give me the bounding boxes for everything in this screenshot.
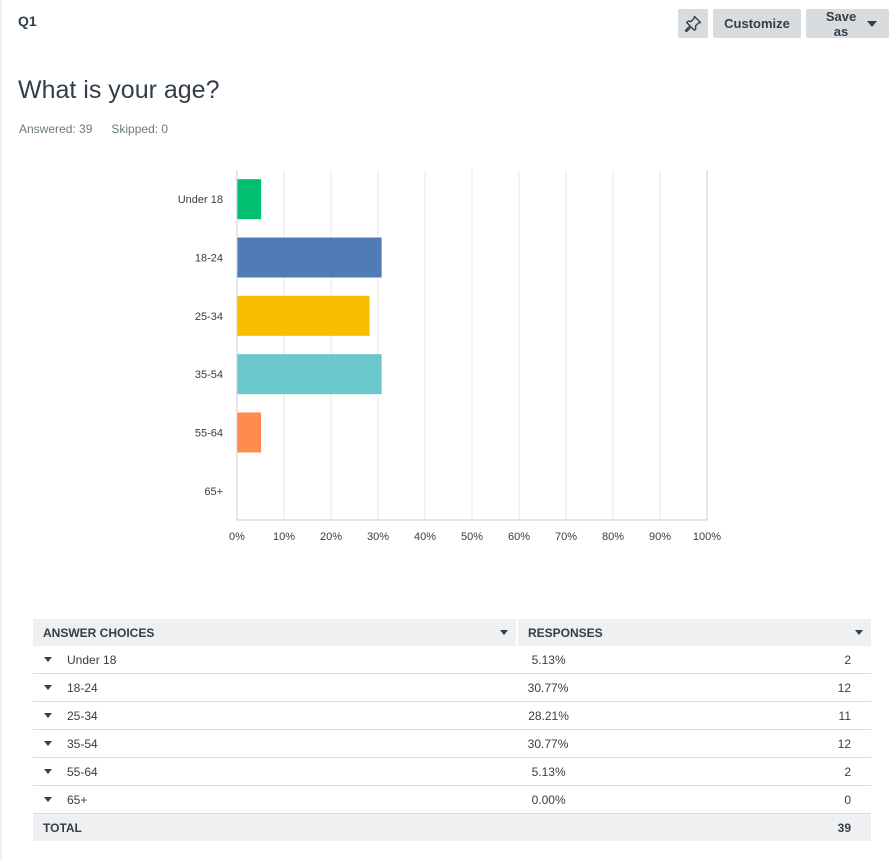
save-as-button[interactable]: Save as	[806, 8, 889, 39]
skipped-count: Skipped: 0	[111, 122, 169, 136]
answered-count: Answered: 39	[19, 122, 93, 136]
x-tick-label: 10%	[273, 531, 295, 543]
category-label: Under 18	[178, 194, 223, 206]
x-tick-label: 50%	[461, 531, 483, 543]
table-row: 35-54 30.77% 12	[33, 730, 871, 758]
category-label: 65+	[204, 486, 223, 498]
answer-choice: Under 18	[67, 652, 117, 667]
bar[interactable]	[237, 179, 262, 220]
response-count: 12	[837, 736, 851, 751]
total-count: 39	[837, 820, 851, 835]
save-as-label: Save as	[825, 8, 857, 39]
total-label: TOTAL	[43, 820, 82, 835]
customize-button[interactable]: Customize	[713, 9, 801, 38]
category-label: 55-64	[195, 428, 223, 440]
question-title: What is your age?	[18, 76, 220, 104]
answer-choice: 55-64	[67, 764, 98, 779]
response-stats: Answered: 39 Skipped: 0	[19, 122, 168, 136]
answer-choice: 35-54	[67, 736, 98, 751]
x-tick-label: 80%	[602, 531, 624, 543]
left-edge-border	[0, 0, 2, 861]
pin-button[interactable]	[678, 9, 708, 38]
response-count: 0	[844, 792, 851, 807]
response-percent: 30.77%	[527, 736, 569, 751]
category-label: 35-54	[195, 369, 223, 381]
x-tick-label: 20%	[320, 531, 342, 543]
response-percent: 28.21%	[528, 708, 569, 723]
category-label: 18-24	[195, 253, 223, 265]
sort-down-icon	[500, 630, 508, 635]
expand-caret-icon[interactable]	[44, 713, 52, 718]
expand-caret-icon[interactable]	[44, 685, 52, 690]
pin-icon	[684, 15, 702, 32]
table-row: Under 18 5.13% 2	[33, 646, 871, 674]
response-count: 12	[837, 680, 851, 695]
x-tick-label: 60%	[508, 531, 530, 543]
chevron-down-icon	[867, 20, 877, 27]
question-number: Q1	[18, 13, 37, 29]
sort-down-icon	[855, 630, 863, 635]
bar[interactable]	[237, 412, 262, 453]
answer-choices-header-label: ANSWER CHOICES	[43, 625, 155, 640]
response-percent: 5.13%	[531, 764, 566, 779]
bar-chart: 0% 10% 20% 30% 40% 50% 60% 70% 80% 90% 100% Under 1…	[178, 170, 721, 543]
answer-choices-header[interactable]: ANSWER CHOICES	[33, 619, 516, 646]
answer-choice: 18-24	[67, 680, 98, 695]
total-row: TOTAL 39	[33, 814, 871, 841]
responses-table: ANSWER CHOICES RESPONSES Under 18 5.13% 2 1…	[33, 619, 871, 841]
table-row: 65+ 0.00% 0	[33, 786, 871, 814]
x-tick-label: 90%	[649, 531, 671, 543]
response-count: 2	[844, 652, 851, 667]
x-tick-label: 0%	[229, 531, 245, 543]
response-percent: 5.13%	[531, 652, 566, 667]
answer-choice: 25-34	[67, 708, 98, 723]
response-percent: 0.00%	[531, 792, 566, 807]
expand-caret-icon[interactable]	[44, 741, 52, 746]
table-row: 18-24 30.77% 12	[33, 674, 871, 702]
table-header: ANSWER CHOICES RESPONSES	[33, 619, 871, 646]
x-tick-label: 40%	[414, 531, 436, 543]
bar[interactable]	[237, 237, 382, 278]
table-row: 55-64 5.13% 2	[33, 758, 871, 786]
bar[interactable]	[237, 295, 370, 336]
responses-header-label: RESPONSES	[528, 625, 603, 640]
expand-caret-icon[interactable]	[44, 797, 52, 802]
x-tick-label: 70%	[555, 531, 577, 543]
expand-caret-icon[interactable]	[44, 769, 52, 774]
bar[interactable]	[237, 354, 382, 395]
x-tick-label: 30%	[367, 531, 389, 543]
response-percent: 30.77%	[527, 680, 569, 695]
responses-header[interactable]: RESPONSES	[518, 619, 871, 646]
category-label: 25-34	[195, 311, 223, 323]
x-tick-label: 100%	[693, 531, 721, 543]
answer-choice: 65+	[67, 792, 88, 807]
expand-caret-icon[interactable]	[44, 657, 52, 662]
response-count: 2	[844, 764, 851, 779]
response-count: 11	[838, 708, 851, 723]
toolbar: Customize Save as	[678, 8, 889, 39]
table-row: 25-34 28.21% 11	[33, 702, 871, 730]
